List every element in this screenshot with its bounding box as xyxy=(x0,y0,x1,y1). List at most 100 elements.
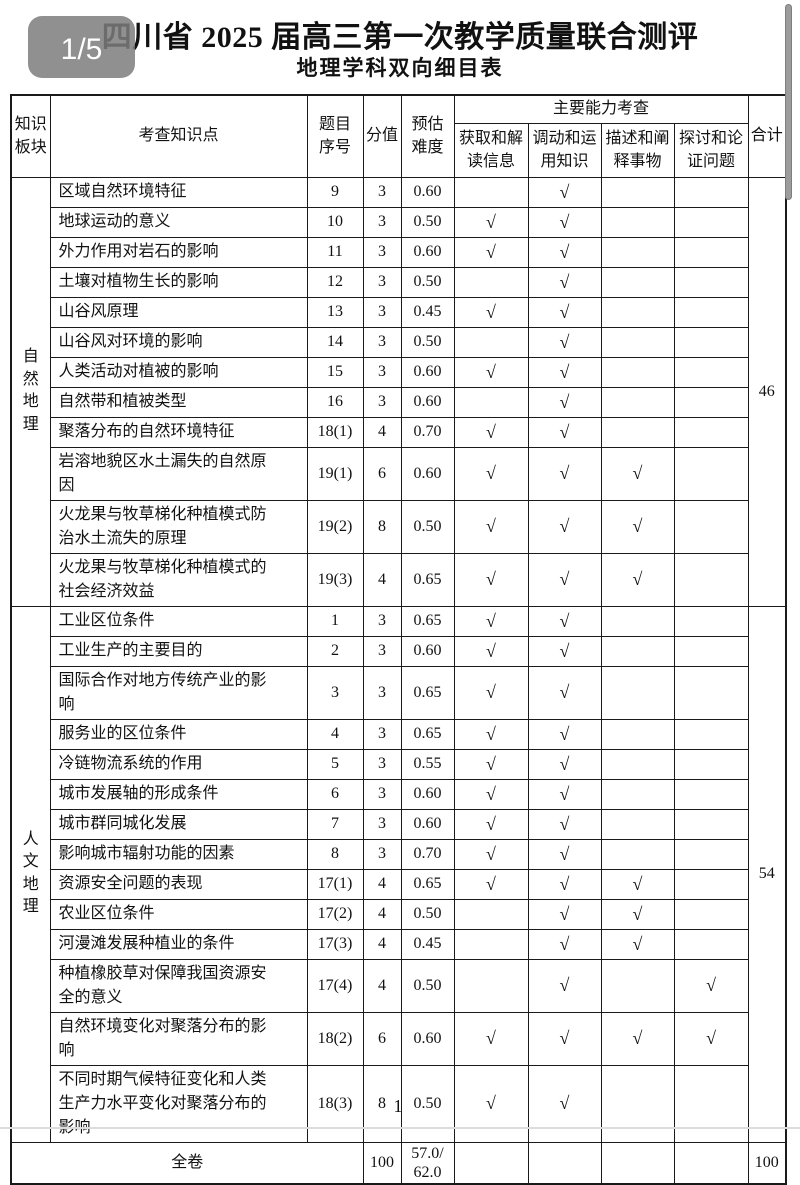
knowledge-point-cell: 农业区位条件 xyxy=(49,898,308,930)
ability-empty-cell xyxy=(453,386,529,418)
difficulty-cell: 0.45 xyxy=(400,296,455,328)
knowledge-point-cell: 火龙果与牧草梯化种植模式防治水土流失的原理 xyxy=(49,499,308,554)
points-cell: 4 xyxy=(362,416,402,448)
question-no-cell: 18(1) xyxy=(306,416,364,448)
difficulty-cell: 0.70 xyxy=(400,838,455,870)
knowledge-point-cell: 地球运动的意义 xyxy=(49,206,308,238)
question-no-cell: 19(2) xyxy=(306,499,364,554)
ability-empty-cell xyxy=(600,386,675,418)
knowledge-point-cell: 不同时期气候特征变化和人类生产力水平变化对聚落分布的影响 xyxy=(49,1064,308,1143)
knowledge-point-cell: 火龙果与牧草梯化种植模式的社会经济效益 xyxy=(49,552,308,607)
knowledge-point-cell: 资源安全问题的表现 xyxy=(49,868,308,900)
header-total: 合计 xyxy=(747,94,787,178)
ability-checkmark-cell: √ xyxy=(453,605,529,637)
question-no-cell: 18(2) xyxy=(306,1011,364,1066)
points-cell: 8 xyxy=(362,1064,402,1143)
header-knowledge-point: 考查知识点 xyxy=(49,94,308,178)
table-row: 不同时期气候特征变化和人类生产力水平变化对聚落分布的影响 18(3) 8 0.50 √ √ xyxy=(11,1064,786,1143)
knowledge-block-label: 自然地理 xyxy=(22,348,39,433)
document-subtitle: 地理学科双向细目表 xyxy=(296,57,504,80)
summary-ability-cell xyxy=(527,1141,602,1185)
difficulty-cell: 0.60 xyxy=(400,635,455,667)
ability-checkmark-cell: √ xyxy=(453,296,529,328)
points-cell: 3 xyxy=(362,718,402,750)
points-cell: 3 xyxy=(362,206,402,238)
ability-empty-cell xyxy=(673,838,749,870)
points-cell: 3 xyxy=(362,386,402,418)
ability-checkmark-cell: √ xyxy=(527,446,602,501)
table-row: 火龙果与牧草梯化种植模式的社会经济效益 19(3) 4 0.65 √ √ √ xyxy=(11,552,786,607)
ability-empty-cell xyxy=(673,718,749,750)
question-no-cell: 17(4) xyxy=(306,958,364,1013)
difficulty-cell: 0.50 xyxy=(400,898,455,930)
summary-ability-cell xyxy=(453,1141,529,1185)
header-ability-apply: 调动和运 用知识 xyxy=(527,122,602,178)
knowledge-point-cell: 山谷风对环境的影响 xyxy=(49,326,308,358)
knowledge-point-cell: 影响城市辐射功能的因素 xyxy=(49,838,308,870)
ability-checkmark-cell: √ xyxy=(527,236,602,268)
question-no-cell: 11 xyxy=(306,236,364,268)
difficulty-cell: 0.70 xyxy=(400,416,455,448)
question-no-cell: 4 xyxy=(306,718,364,750)
ability-checkmark-cell: √ xyxy=(527,176,602,208)
table-row: 工业生产的主要目的 2 3 0.60 √ √ xyxy=(11,635,786,667)
ability-empty-cell xyxy=(600,778,675,810)
knowledge-point-cell: 城市群同城化发展 xyxy=(49,808,308,840)
points-cell: 4 xyxy=(362,958,402,1013)
ability-checkmark-cell: √ xyxy=(527,928,602,960)
points-cell: 3 xyxy=(362,605,402,637)
ability-empty-cell xyxy=(673,868,749,900)
difficulty-cell: 0.50 xyxy=(400,206,455,238)
ability-checkmark-cell: √ xyxy=(453,635,529,667)
knowledge-block-cell: 自然地理 xyxy=(10,176,51,607)
question-no-cell: 5 xyxy=(306,748,364,780)
vertical-scrollbar-thumb[interactable] xyxy=(785,4,792,200)
summary-total-cell: 100 xyxy=(747,1141,787,1185)
section-total-cell: 54 xyxy=(747,605,787,1143)
ability-empty-cell xyxy=(453,898,529,930)
table-header-row-2: 获取和解 读信息 调动和运 用知识 描述和阐 释事物 探讨和论 证问题 xyxy=(11,122,786,178)
ability-empty-cell xyxy=(600,665,675,720)
table-row: 地球运动的意义 10 3 0.50 √ √ xyxy=(11,206,786,238)
ability-checkmark-cell: √ xyxy=(600,928,675,960)
points-cell: 3 xyxy=(362,266,402,298)
header-question-no: 题目 序号 xyxy=(306,94,364,178)
question-no-cell: 9 xyxy=(306,176,364,208)
difficulty-cell: 0.60 xyxy=(400,1011,455,1066)
ability-empty-cell xyxy=(673,236,749,268)
ability-checkmark-cell: √ xyxy=(453,778,529,810)
ability-empty-cell xyxy=(673,326,749,358)
question-no-cell: 17(2) xyxy=(306,898,364,930)
ability-checkmark-cell: √ xyxy=(600,1011,675,1066)
ability-checkmark-cell: √ xyxy=(453,808,529,840)
ability-empty-cell xyxy=(600,356,675,388)
table-row: 自然地理 区域自然环境特征 9 3 0.60 √ 46 xyxy=(10,176,787,607)
header-ability-interpret: 获取和解 读信息 xyxy=(453,122,529,178)
ability-empty-cell xyxy=(600,718,675,750)
question-no-cell: 16 xyxy=(306,386,364,418)
table-row: 影响城市辐射功能的因素 8 3 0.70 √ √ xyxy=(11,838,786,870)
difficulty-cell: 0.65 xyxy=(400,552,455,607)
points-cell: 4 xyxy=(362,898,402,930)
difficulty-cell: 0.45 xyxy=(400,928,455,960)
ability-empty-cell xyxy=(673,808,749,840)
points-cell: 3 xyxy=(362,778,402,810)
ability-checkmark-cell: √ xyxy=(527,868,602,900)
ability-empty-cell xyxy=(673,928,749,960)
table-row: 国际合作对地方传统产业的影响 3 3 0.65 √ √ xyxy=(11,665,786,720)
table-row: 资源安全问题的表现 17(1) 4 0.65 √ √ √ xyxy=(11,868,786,900)
points-cell: 3 xyxy=(362,838,402,870)
difficulty-cell: 0.65 xyxy=(400,718,455,750)
knowledge-point-cell: 种植橡胶草对保障我国资源安全的意义 xyxy=(49,958,308,1013)
specification-table: 知识 板块 考查知识点 题目 序号 分值 预估 难度 主要能力考查 合计 获取和… xyxy=(10,94,788,1185)
ability-checkmark-cell: √ xyxy=(527,748,602,780)
difficulty-cell: 0.50 xyxy=(400,1064,455,1143)
table-row: 种植橡胶草对保障我国资源安全的意义 17(4) 4 0.50 √ √ xyxy=(11,958,786,1013)
difficulty-cell: 0.60 xyxy=(400,808,455,840)
ability-empty-cell xyxy=(673,296,749,328)
ability-empty-cell xyxy=(673,446,749,501)
table-row: 人文地理 工业区位条件 1 3 0.65 √ √ 54 xyxy=(10,605,787,1143)
page-indicator-label: 1/5 xyxy=(60,33,103,66)
ability-empty-cell xyxy=(673,416,749,448)
knowledge-point-cell: 区域自然环境特征 xyxy=(49,176,308,208)
